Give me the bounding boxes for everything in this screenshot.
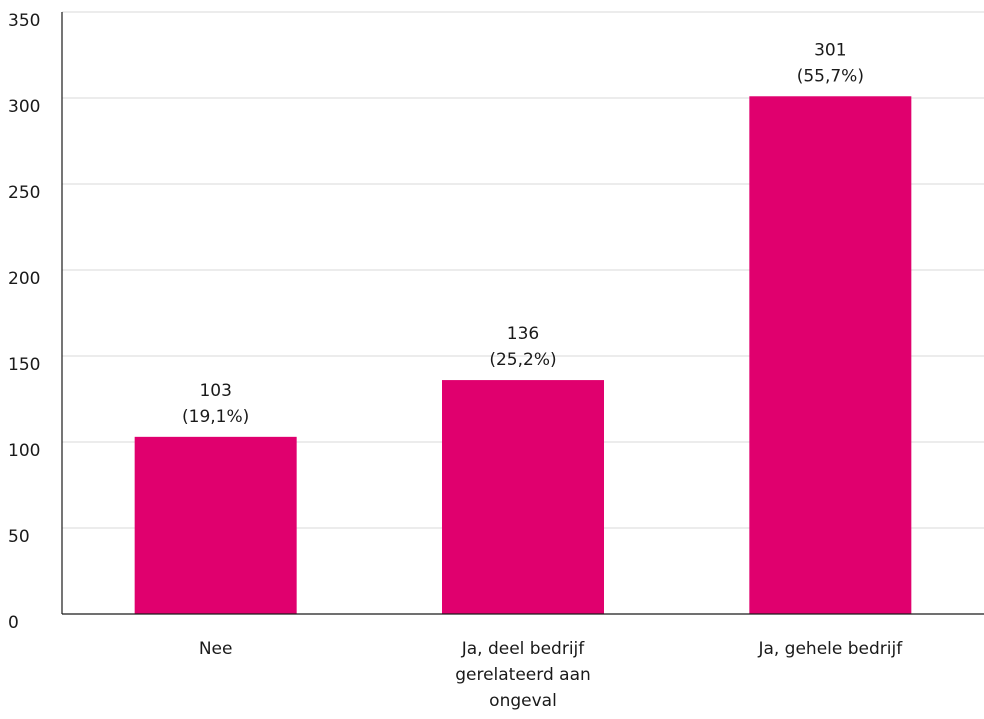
y-tick-label: 100 bbox=[8, 441, 40, 461]
y-tick-label: 300 bbox=[8, 97, 40, 117]
bar bbox=[442, 380, 604, 614]
y-tick-label: 150 bbox=[8, 355, 40, 375]
bar-percent-label: (19,1%) bbox=[182, 407, 249, 427]
y-tick-label: 200 bbox=[8, 269, 40, 289]
bar-value-label: 301 bbox=[814, 40, 846, 60]
y-axis-ticks: 0 50 100 150 200 250 300 350 bbox=[8, 11, 40, 633]
x-axis-categories: Nee Ja, deel bedrijf gerelateerd aan ongeva… bbox=[199, 639, 903, 711]
y-tick-label: 350 bbox=[8, 11, 40, 31]
y-tick-label: 50 bbox=[8, 527, 30, 547]
x-category-label: gerelateerd aan bbox=[455, 665, 591, 685]
bar-percent-label: (25,2%) bbox=[489, 350, 556, 370]
bar bbox=[749, 96, 912, 614]
y-tick-label: 250 bbox=[8, 183, 40, 203]
x-category-label: Ja, deel bedrijf bbox=[461, 639, 586, 659]
bar-value-label: 136 bbox=[507, 324, 539, 344]
bar bbox=[134, 436, 297, 614]
bars bbox=[134, 96, 912, 614]
data-labels: 103 (19,1%) 136 (25,2%) 301 (55,7%) bbox=[182, 40, 864, 427]
y-tick-label: 0 bbox=[8, 613, 19, 633]
x-category-label: Nee bbox=[199, 639, 233, 659]
x-category-label: Ja, gehele bedrijf bbox=[757, 639, 903, 659]
bar-value-label: 103 bbox=[199, 381, 231, 401]
x-category-label: ongeval bbox=[489, 691, 557, 711]
bar-percent-label: (55,7%) bbox=[797, 66, 864, 86]
